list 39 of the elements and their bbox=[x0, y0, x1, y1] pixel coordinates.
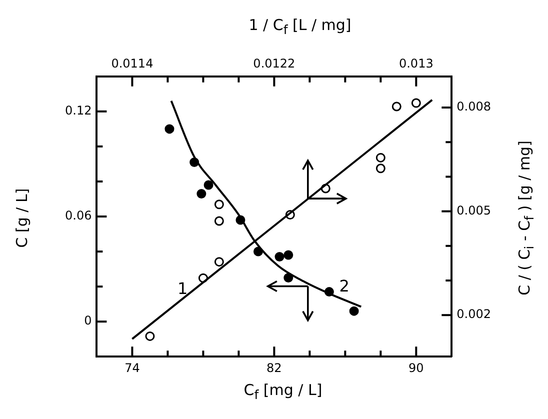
y2-tick-label: 0.002 bbox=[456, 307, 492, 322]
point bbox=[349, 306, 359, 316]
point bbox=[376, 164, 386, 174]
point bbox=[214, 257, 224, 267]
point bbox=[324, 287, 334, 297]
y-tick-label: 0.12 bbox=[65, 104, 92, 118]
y2-tick-label: 0.005 bbox=[456, 203, 492, 218]
x2-tick-label: 0.0122 bbox=[253, 56, 296, 70]
point bbox=[164, 124, 174, 134]
point bbox=[320, 184, 330, 194]
x-tick-label: 90 bbox=[408, 360, 424, 375]
point bbox=[284, 273, 294, 283]
y-tick-label: 0 bbox=[84, 314, 92, 328]
point bbox=[214, 216, 224, 226]
x2-axis-title: 1 / C$_{f}$ [L / mg] bbox=[248, 16, 352, 37]
annotation: 2 bbox=[339, 276, 350, 296]
x2-tick-label: 0.013 bbox=[398, 56, 434, 70]
point bbox=[376, 152, 386, 162]
y2-tick-label: 0.008 bbox=[456, 100, 492, 114]
y-axis-title: C [g / L] bbox=[13, 188, 31, 248]
x-tick-label: 74 bbox=[124, 360, 140, 375]
point bbox=[411, 98, 421, 108]
point bbox=[274, 252, 284, 262]
x-tick-label: 82 bbox=[266, 360, 282, 375]
point bbox=[284, 250, 294, 260]
point bbox=[198, 273, 208, 283]
point bbox=[392, 102, 402, 112]
point bbox=[204, 180, 214, 190]
y-tick-label: 0.06 bbox=[65, 208, 92, 223]
x-axis-title: C$_{f}$ [mg / L] bbox=[244, 381, 322, 402]
point bbox=[190, 157, 200, 167]
point bbox=[236, 215, 246, 225]
point bbox=[214, 200, 224, 210]
annotation: 1 bbox=[177, 278, 188, 298]
point bbox=[145, 331, 155, 341]
x2-tick-label: 0.0114 bbox=[111, 56, 154, 70]
point bbox=[285, 210, 295, 220]
point bbox=[253, 246, 263, 256]
point bbox=[196, 188, 206, 198]
